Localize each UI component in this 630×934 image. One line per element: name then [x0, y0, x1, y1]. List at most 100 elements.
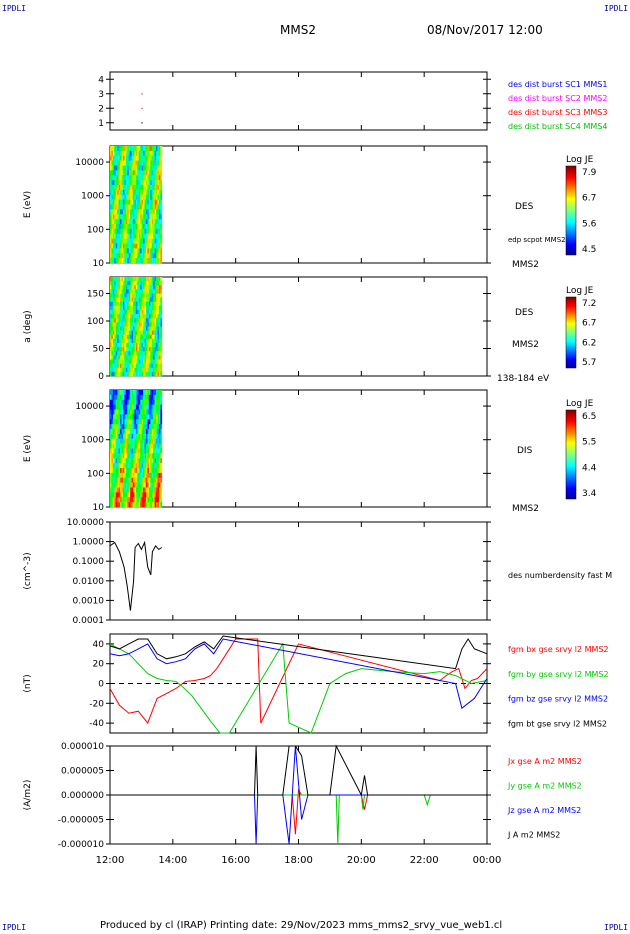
spectrogram-cell: [110, 448, 112, 454]
spectrogram-cell: [137, 414, 140, 420]
spectrogram-cell: [158, 334, 161, 340]
spectrogram-cell: [157, 458, 160, 464]
spectrogram-cell: [135, 160, 138, 166]
spectrogram-cell: [115, 424, 118, 430]
spectrogram-cell: [127, 165, 130, 171]
spectrogram-cell: [122, 359, 125, 364]
spectrogram-cell: [111, 214, 114, 220]
spectrogram-cell: [125, 146, 128, 152]
spectrogram-cell: [131, 429, 134, 435]
spectrogram-cell: [112, 175, 115, 181]
spectrogram-cell: [128, 477, 131, 483]
spectrogram-cell: [133, 497, 135, 503]
spectrogram-cell: [125, 477, 128, 483]
spectrogram-cell: [125, 175, 128, 181]
spectrogram-cell: [134, 209, 137, 215]
spectrogram-cell: [143, 204, 145, 210]
spectrogram-cell: [154, 194, 157, 200]
spectrogram-cell: [148, 334, 151, 340]
spectrogram-cell: [130, 314, 132, 319]
spectrogram-cell: [120, 347, 122, 352]
spectrogram-cell: [128, 399, 131, 405]
spectrogram-cell: [150, 492, 153, 498]
spectrogram-cell: [117, 334, 119, 340]
spectrogram-cell: [154, 390, 157, 396]
spectrogram-cell: [141, 243, 144, 249]
spectrogram-cell: [112, 487, 115, 493]
spectrogram-cell: [130, 351, 132, 356]
spectrogram-cell: [153, 394, 155, 401]
spectrogram-cell: [148, 419, 151, 425]
spectrogram-cell: [135, 355, 138, 360]
spectrogram-cell: [128, 429, 131, 435]
spectrogram-cell: [133, 448, 135, 454]
spectrogram-cell: [140, 185, 142, 191]
spectrogram-cell: [134, 463, 137, 469]
spectrogram-cell: [133, 209, 135, 215]
spectrogram-cell: [122, 363, 125, 369]
spectrogram-cell: [112, 334, 115, 340]
spectrogram-cell: [134, 322, 137, 327]
spectrogram-cell: [120, 390, 122, 396]
spectrogram-cell: [125, 404, 128, 410]
spectrogram-cell: [157, 204, 160, 210]
series-line-1: [109, 642, 488, 734]
spectrogram-cell: [145, 194, 148, 200]
spectrogram-cell: [114, 165, 117, 171]
spectrogram-cell: [143, 448, 145, 454]
spectrogram-cell: [150, 165, 153, 171]
spectrogram-cell: [141, 253, 144, 259]
spectrogram-cell: [138, 170, 141, 176]
spectrogram-cell: [135, 438, 138, 444]
spectrogram-cell: [141, 343, 144, 348]
spectrogram-cell: [156, 175, 158, 181]
spectrogram-cell: [137, 155, 140, 161]
spectrogram-cell: [156, 258, 158, 264]
spectrogram-cell: [134, 355, 137, 360]
spectrogram-cell: [147, 351, 150, 356]
spectrogram-cell: [133, 338, 135, 344]
spectrogram-cell: [134, 228, 137, 235]
spectrogram-cell: [133, 165, 135, 171]
spectrogram-cell: [158, 409, 161, 415]
spectrogram-cell: [156, 150, 158, 157]
spectrogram-cell: [120, 429, 122, 435]
spectrogram-cell: [160, 318, 163, 323]
spectrogram-cell: [147, 155, 150, 161]
spectrogram-cell: [124, 468, 127, 474]
spectrogram-cell: [150, 443, 153, 449]
spectrogram-cell: [138, 477, 141, 483]
spectrogram-cell: [120, 482, 122, 488]
spectrogram-cell: [124, 458, 127, 464]
spectrogram-cell: [135, 155, 138, 161]
spectrogram-cell: [133, 281, 135, 286]
spectrogram-cell: [112, 243, 115, 249]
spectrogram-cell: [131, 310, 134, 315]
spectrogram-cell: [120, 160, 122, 166]
spectrogram-cell: [110, 463, 112, 469]
spectrogram-cell: [131, 293, 134, 298]
spectrogram-cell: [151, 322, 154, 327]
colorbar-tick-label: 6.7: [582, 194, 596, 204]
spectrogram-cell: [128, 253, 131, 259]
spectrogram-cell: [134, 305, 137, 311]
spectrogram-cell: [135, 419, 138, 425]
spectrogram-cell: [111, 297, 114, 303]
spectrogram-cell: [135, 330, 138, 336]
spectrogram-cell: [156, 330, 158, 336]
spectrogram-cell: [133, 318, 135, 323]
spectrogram-cell: [134, 318, 137, 323]
spectrogram-cell: [160, 233, 163, 239]
spectrogram-cell: [131, 289, 134, 294]
spectrogram-cell: [118, 399, 121, 405]
spectrogram-cell: [148, 175, 151, 181]
spectrogram-cell: [151, 502, 154, 508]
spectrogram-cell: [134, 214, 137, 220]
spectrogram-cell: [138, 233, 141, 239]
spectrogram-cell: [147, 433, 150, 440]
spectrogram-cell: [141, 482, 144, 488]
spectrogram-cell: [148, 314, 151, 319]
spectrogram-cell: [111, 453, 114, 459]
spectrogram-cell: [112, 359, 115, 364]
spectrogram-cell: [150, 497, 153, 503]
